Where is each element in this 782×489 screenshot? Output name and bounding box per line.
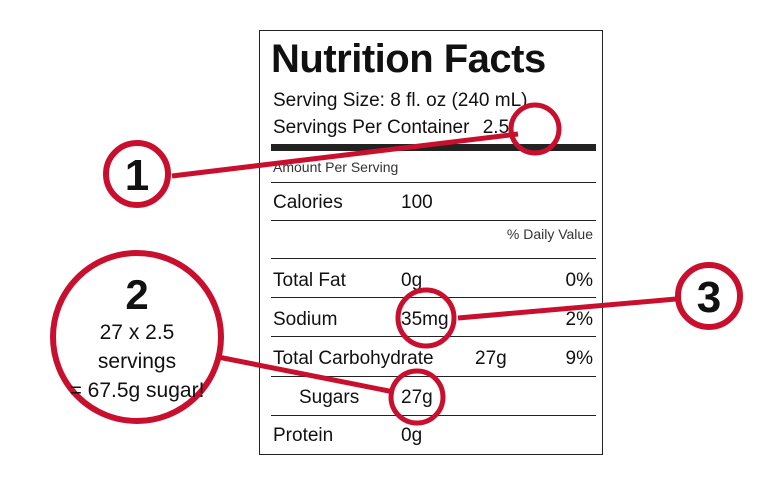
daily-value-header: % Daily Value [506, 226, 593, 242]
highlight-ring-sodium [395, 287, 457, 349]
calories-value: 100 [401, 192, 433, 213]
servings-per-container-row: Servings Per Container 2.5 [273, 117, 509, 139]
callout-number-2: 2 [125, 271, 148, 318]
total-fat-label: Total Fat [273, 270, 346, 291]
thick-divider [271, 144, 596, 151]
callout-number-3: 3 [697, 273, 721, 322]
connector-line-3 [457, 296, 677, 321]
sugars-value: 27g [401, 387, 433, 408]
servings-per-container-value: 2.5 [482, 117, 510, 138]
total-fat-dv: 0% [565, 270, 593, 291]
divider [271, 258, 596, 259]
connector-line-1 [171, 131, 519, 179]
label-title: Nutrition Facts [271, 37, 546, 81]
divider [271, 220, 596, 221]
total-fat-value: 0g [401, 270, 423, 291]
sodium-dv: 2% [565, 309, 593, 330]
calories-label: Calories [273, 192, 343, 213]
carb-label: Total Carbohydrate [273, 348, 434, 369]
connector-line-2 [217, 354, 395, 395]
callout-badge-3 [675, 262, 743, 330]
sodium-value: 35mg [401, 309, 449, 330]
divider [271, 182, 596, 183]
serving-size: Serving Size: 8 fl. oz (240 mL) [273, 90, 528, 111]
divider [271, 297, 596, 298]
callout-badge-2 [50, 250, 224, 424]
note-line-2: = 67.5g sugar! [69, 379, 205, 402]
callout-number-1: 1 [125, 151, 149, 200]
protein-value: 0g [401, 425, 423, 446]
servings-per-container-label: Servings Per Container [273, 117, 470, 138]
sugar-calculation-note: 27 x 2.5 servings = 67.5g sugar! [58, 318, 216, 405]
sodium-label: Sodium [273, 309, 338, 330]
carb-dv: 9% [565, 348, 593, 369]
amount-per-serving: Amount Per Serving [273, 159, 399, 175]
nutrition-facts-label: Nutrition Facts Serving Size: 8 fl. oz (… [259, 30, 603, 455]
divider [271, 336, 596, 337]
sugars-label: Sugars [299, 387, 360, 408]
carb-value: 27g [475, 348, 507, 369]
note-line-1: 27 x 2.5 servings [97, 321, 177, 373]
highlight-ring-sugars [388, 368, 446, 426]
highlight-ring-servings [508, 102, 562, 156]
protein-label: Protein [273, 425, 334, 446]
callout-badge-1 [103, 140, 171, 208]
